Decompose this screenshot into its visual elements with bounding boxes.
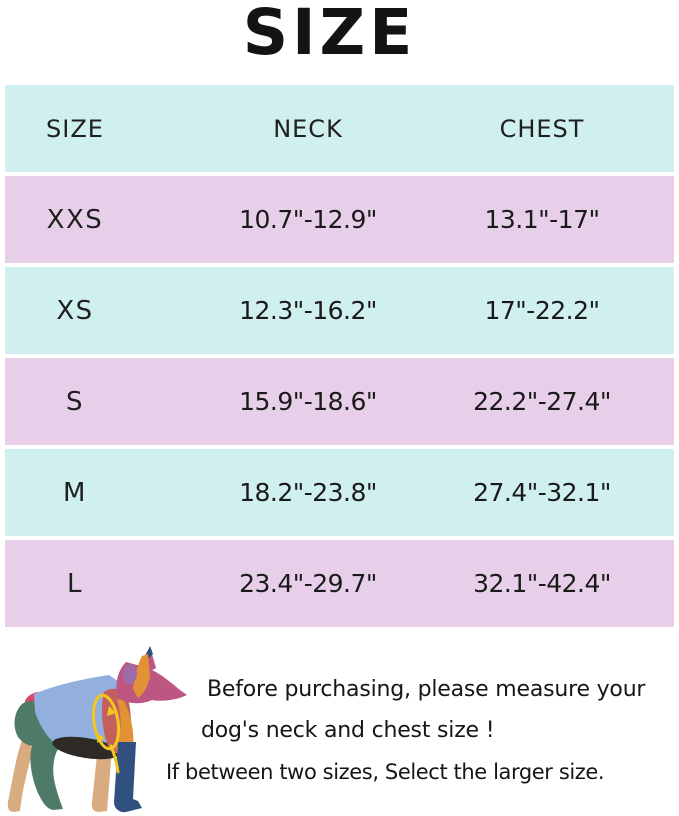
column-header-chest: CHEST (499, 114, 585, 143)
note-line-1: Before purchasing, please measure your (207, 677, 646, 702)
note-line-2: dog's neck and chest size ! (201, 718, 495, 743)
page-title: SIZE (242, 0, 417, 69)
size-label: XS (56, 295, 94, 326)
table-row-xs: XS 12.3"-16.2" 17"-22.2" (5, 267, 674, 354)
chest-range: 13.1"-17" (484, 205, 601, 234)
column-header-neck: NECK (273, 114, 343, 143)
chest-range: 32.1"-42.4" (473, 569, 611, 598)
neck-range: 18.2"-23.8" (239, 478, 377, 507)
neck-range: 23.4"-29.7" (239, 569, 377, 598)
size-table: SIZE NECK CHEST XXS 10.7"-12.9" 13.1"-17… (5, 85, 674, 627)
size-label: XXS (46, 204, 104, 235)
dog-measurement-illustration-icon (7, 646, 187, 813)
table-header-row: SIZE NECK CHEST (5, 85, 674, 172)
neck-range: 10.7"-12.9" (239, 205, 377, 234)
chest-range: 27.4"-32.1" (473, 478, 611, 507)
chest-range: 22.2"-27.4" (473, 387, 611, 416)
size-label: S (65, 386, 84, 417)
size-label: M (63, 477, 87, 508)
table-row-xxs: XXS 10.7"-12.9" 13.1"-17" (5, 176, 674, 263)
table-row-m: M 18.2"-23.8" 27.4"-32.1" (5, 449, 674, 536)
table-row-s: S 15.9"-18.6" 22.2"-27.4" (5, 358, 674, 445)
table-row-l: L 23.4"-29.7" 32.1"-42.4" (5, 540, 674, 627)
neck-range: 12.3"-16.2" (239, 296, 377, 325)
chest-range: 17"-22.2" (484, 296, 601, 325)
note-line-3: If between two sizes, Select the larger … (166, 760, 605, 784)
neck-range: 15.9"-18.6" (239, 387, 377, 416)
size-label: L (67, 568, 83, 599)
column-header-size: SIZE (46, 114, 104, 143)
